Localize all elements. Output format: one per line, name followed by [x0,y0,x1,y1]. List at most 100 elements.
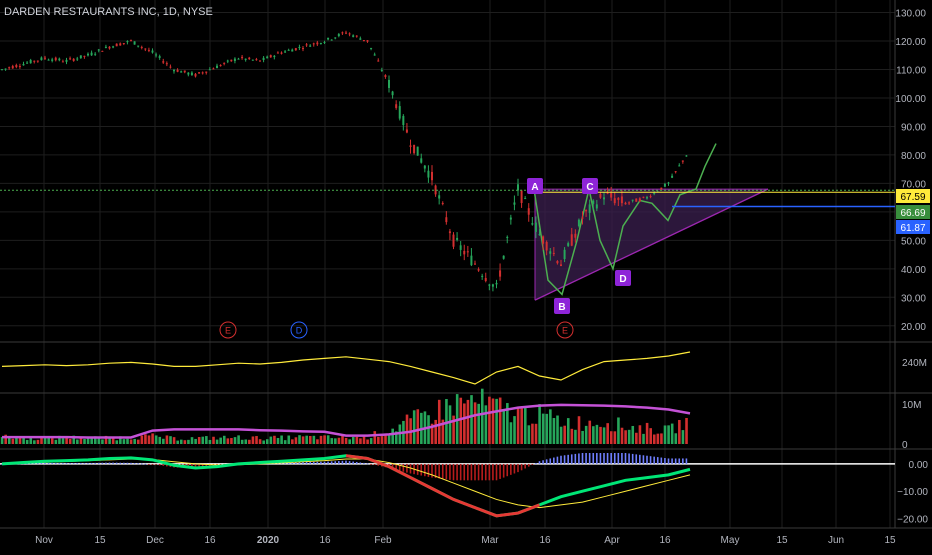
time-axis: Nov 15 Dec 16 2020 16 Feb Mar 16 Apr 16 May 15 Jun 15 [35,535,896,546]
candle-body [180,71,183,73]
candle-body [341,32,344,34]
macd-hist-bar [513,463,516,474]
earnings-marker[interactable]: E [556,321,574,339]
volume-bar [488,396,491,444]
candle-body [305,44,308,46]
macd-hist-bar [295,462,297,464]
price-tick-label: 20.00 [901,322,926,333]
candle-body [538,234,541,236]
candle-body [201,72,204,74]
dividend-marker[interactable]: D [290,321,308,339]
earnings-marker-label: E [562,326,568,336]
candle-body [610,193,613,198]
volume-bar [136,439,140,444]
candle-body [345,32,347,34]
macd-hist-bar [287,462,290,464]
macd-hist-bar [606,453,609,464]
pattern-tag-d[interactable]: D [615,270,631,286]
candle-body [58,58,61,61]
volume-bar [330,438,334,444]
candle-body [183,70,186,73]
volume-bar [552,418,556,444]
candle-body [8,67,11,69]
time-tick-label: 15 [94,535,106,546]
volume-bar [541,413,545,444]
macd-hist-bar [359,462,362,464]
volume-bar [111,437,115,444]
volume-bar [212,436,215,444]
volume-bar [291,439,294,444]
macd-hist-bar [459,463,462,481]
macd-hist-bar [402,463,405,472]
macd-hist-bar [488,463,491,481]
candle-body [112,46,115,48]
candle-body [570,234,573,246]
macd-hist-bar [133,463,136,464]
time-tick-label: Nov [35,535,53,546]
candle-body [327,37,330,40]
pattern-tag-box [582,178,598,194]
price-tick-label: 120.00 [895,37,926,48]
volume-bar [40,437,43,444]
candle-body [233,58,236,61]
volume-bar [104,435,108,444]
pattern-tag-c[interactable]: C [582,178,598,194]
candle-body [237,58,240,60]
pattern-point-tags[interactable]: A B C D [527,178,631,314]
candle-body [319,42,322,44]
candle-body [517,184,519,191]
volume-bar [255,436,258,444]
macd-hist-bar [302,462,304,464]
volume-bar [473,402,477,444]
macd-hist-bar [664,458,666,464]
macd-hist-bar [531,463,534,465]
macd-hist-bar [563,455,566,464]
earnings-marker[interactable]: E [219,321,237,339]
volume-bar [205,436,208,444]
volume-bar [480,388,484,444]
candle-body [542,236,545,244]
pattern-tag-a[interactable]: A [527,178,543,194]
candle-body [79,55,82,59]
earnings-marker-circle [219,321,237,339]
volume-bar [566,418,570,444]
volume-bar [606,423,609,444]
pattern-tag-box [615,270,631,286]
volume-bar [470,395,473,444]
volume-bar [115,440,119,444]
candle-body [26,62,29,64]
macd-tick-label: 0.00 [909,460,929,471]
candle-body [330,39,333,41]
macd-hist-bar [682,458,684,464]
candle-body [130,40,132,42]
volume-bar [384,433,387,444]
volume-bar [631,425,635,444]
candle-body [617,197,620,201]
time-tick-label: 15 [776,535,788,546]
pattern-tag-b[interactable]: B [554,298,570,314]
volume-bar [58,435,61,444]
macd-hist-bar [291,462,294,464]
candle-body [552,252,555,254]
candle-body [122,43,125,45]
candle-body [316,42,319,45]
candle-body [556,261,559,264]
candle-body [484,277,487,281]
price-badge-bg [896,220,930,234]
macd-hist-bar [323,461,326,464]
candle-body [18,66,21,68]
volume-bar [119,436,122,444]
volume-bar [122,439,126,444]
volume-bar [222,435,226,444]
volume-bar [531,423,534,444]
volume-bar [416,409,420,444]
candle-body [251,59,254,61]
volume-bar [273,435,276,444]
volume-bar [620,427,624,444]
time-tick-label: Apr [604,535,620,546]
candle-body [413,144,416,154]
macd-hist-bar [438,463,440,479]
